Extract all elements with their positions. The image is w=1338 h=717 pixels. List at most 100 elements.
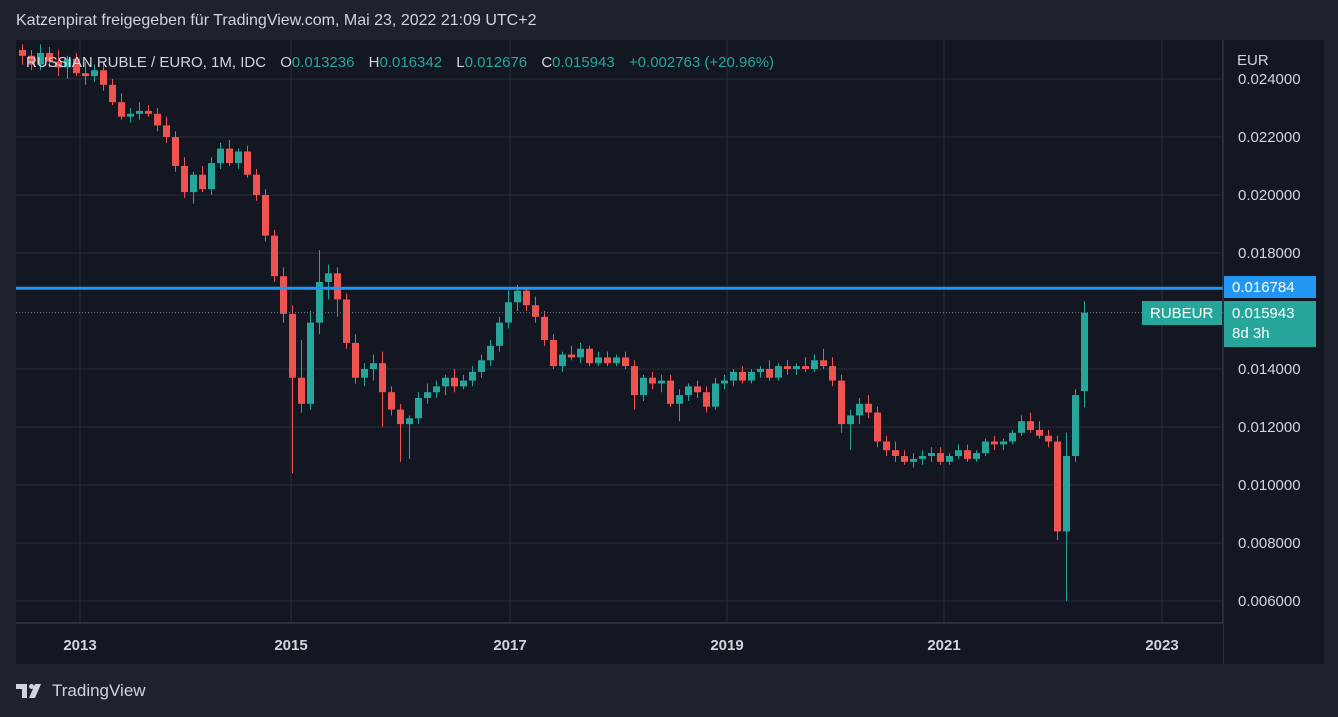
- candle-body: [1009, 432, 1016, 442]
- candle-body: [676, 395, 683, 404]
- candle-body: [136, 110, 143, 114]
- candle-body: [145, 110, 152, 114]
- candle-body: [226, 148, 233, 164]
- candle-body: [901, 456, 908, 462]
- candle-body: [982, 441, 989, 454]
- countdown-text: 8d 3h: [1232, 325, 1270, 342]
- share-caption: Katzenpirat freigegeben für TradingView.…: [16, 12, 537, 29]
- candle-body: [316, 282, 323, 323]
- candle-body: [622, 357, 629, 367]
- candle-body: [1027, 421, 1034, 430]
- price-tick-label: 0.022000: [1238, 129, 1301, 146]
- candle-body: [559, 354, 566, 367]
- candle-body: [334, 273, 341, 300]
- year-tick-label: 2017: [493, 637, 526, 654]
- candle-body: [352, 342, 359, 378]
- candle-body: [154, 113, 161, 126]
- last-price-text: 0.015943: [1232, 305, 1295, 322]
- candle-body: [73, 58, 80, 74]
- legend-low: 0.012676: [464, 54, 528, 71]
- price-tick-label: 0.008000: [1238, 535, 1301, 552]
- candle-body: [928, 453, 935, 456]
- candle-body: [541, 316, 548, 340]
- candlestick-chart[interactable]: 0.024000 0.022000 0.020000 0.018000 0.014000…: [16, 40, 1324, 664]
- candle-body: [451, 377, 458, 387]
- legend-change: +0.002763 (+20.96%): [628, 54, 775, 71]
- symbol-badge-text: RUBEUR: [1150, 304, 1214, 322]
- candle-body: [370, 363, 377, 369]
- legend-low-label: L: [456, 54, 465, 71]
- price-unit-label[interactable]: EUR: [1237, 52, 1269, 69]
- candle-body: [181, 166, 188, 193]
- candle-body: [748, 371, 755, 381]
- candle-body: [406, 418, 413, 425]
- year-tick-label: 2023: [1145, 637, 1178, 654]
- candle-body: [271, 235, 278, 277]
- candle-body: [937, 453, 944, 462]
- price-tick-label: 0.006000: [1238, 593, 1301, 610]
- candle-body: [829, 366, 836, 381]
- overlays: [16, 286, 1223, 314]
- tradingview-logo-icon: [16, 684, 41, 698]
- candle-body: [1045, 435, 1052, 442]
- candle-body: [244, 151, 251, 175]
- candle-body: [325, 273, 332, 282]
- year-tick-label: 2015: [274, 637, 307, 654]
- candle-body: [37, 52, 44, 65]
- chart-grid: [16, 40, 1223, 623]
- candle-body: [280, 276, 287, 314]
- candle-body: [802, 366, 809, 369]
- candle-body: [433, 386, 440, 393]
- chart-legend: RUSSIAN RUBLE / EURO, 1M, IDC O0.013236 …: [26, 54, 774, 71]
- candle-body: [190, 174, 197, 193]
- candle-body: [91, 70, 98, 77]
- price-tick-label: 0.020000: [1238, 187, 1301, 204]
- candle-body: [964, 450, 971, 459]
- year-tick-label: 2013: [63, 637, 96, 654]
- legend-symbol[interactable]: RUSSIAN RUBLE / EURO, 1M, IDC: [26, 54, 267, 71]
- candle-body: [487, 345, 494, 361]
- legend-close-label: C: [541, 54, 553, 71]
- time-axis-bg: [16, 623, 1223, 664]
- symbol-badge: RUBEUR: [1142, 301, 1222, 325]
- candle-body: [46, 52, 53, 62]
- year-tick-label: 2021: [927, 637, 960, 654]
- price-tick-label: 0.014000: [1238, 361, 1301, 378]
- candle-body: [973, 453, 980, 459]
- candle-body: [550, 340, 557, 367]
- candle-body: [64, 58, 71, 68]
- candle-body: [127, 113, 134, 117]
- candle-body: [838, 380, 845, 425]
- legend-high-label: H: [368, 54, 380, 71]
- candle-body: [784, 366, 791, 369]
- candle-body: [775, 366, 782, 378]
- tradingview-brand[interactable]: TradingView: [16, 680, 146, 702]
- candle-body: [514, 290, 521, 303]
- candle-body: [343, 299, 350, 343]
- candle-body: [856, 403, 863, 416]
- candle-body: [523, 290, 530, 306]
- candle-body: [739, 371, 746, 381]
- chart-pane[interactable]: 0.024000 0.022000 0.020000 0.018000 0.014000…: [16, 40, 1324, 664]
- candle-body: [685, 386, 692, 396]
- candle-body: [379, 363, 386, 393]
- candle-body: [82, 73, 89, 77]
- last-price-badge: 0.015943 8d 3h: [1224, 301, 1316, 347]
- candle-body: [109, 84, 116, 103]
- price-tick-label: 0.012000: [1238, 419, 1301, 436]
- candle-body: [865, 403, 872, 413]
- candle-body: [388, 392, 395, 410]
- candle-body: [469, 371, 476, 381]
- candle-body: [55, 61, 62, 68]
- candle-body: [415, 398, 422, 419]
- candle-body: [847, 415, 854, 425]
- candle-body: [874, 412, 881, 442]
- candle-body: [955, 450, 962, 456]
- candle-body: [766, 369, 773, 378]
- candle-body: [235, 151, 242, 164]
- price-tick-label: 0.010000: [1238, 477, 1301, 494]
- candle-body: [361, 369, 368, 378]
- legend-high: 0.016342: [379, 54, 443, 71]
- candle-body: [595, 357, 602, 364]
- candle-body: [1036, 429, 1043, 436]
